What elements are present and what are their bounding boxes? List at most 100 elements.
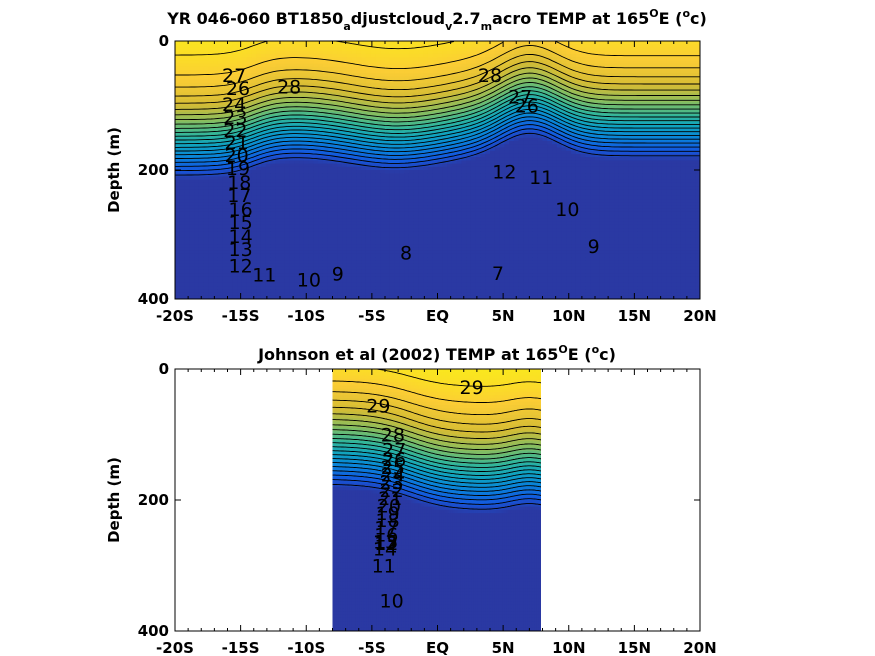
temperature-cell	[375, 170, 381, 174]
temperature-cell	[456, 102, 462, 107]
temperature-cell	[313, 257, 319, 261]
temperature-cell	[275, 173, 281, 178]
temperature-cell	[299, 253, 305, 258]
temperature-cell	[427, 228, 434, 232]
temperature-cell	[198, 73, 205, 78]
temperature-cell	[451, 228, 458, 232]
temperature-cell	[237, 134, 243, 139]
temperature-cell	[256, 79, 262, 84]
temperature-cell	[375, 208, 381, 213]
temperature-cell	[337, 253, 343, 258]
temperature-cell	[380, 295, 386, 299]
temperature-cell	[237, 269, 243, 274]
temperature-cell	[284, 286, 291, 290]
temperature-cell	[294, 208, 300, 213]
temperature-cell	[179, 211, 186, 216]
temperature-cell	[356, 63, 362, 68]
temperature-cell	[289, 276, 295, 281]
temperature-cell	[351, 186, 357, 190]
temperature-cell	[466, 53, 472, 58]
temperature-cell	[246, 182, 252, 187]
temperature-cell	[251, 47, 257, 52]
temperature-cell	[270, 105, 276, 110]
temperature-cell	[466, 247, 472, 252]
temperature-cell	[175, 47, 181, 52]
temperature-cell	[351, 176, 357, 181]
temperature-cell	[375, 108, 381, 113]
temperature-field-top	[175, 41, 700, 299]
temperature-cell	[337, 276, 343, 281]
temperature-cell	[394, 273, 400, 278]
temperature-cell	[203, 86, 210, 90]
temperature-cell	[213, 282, 219, 287]
temperature-cell	[356, 134, 362, 139]
temperature-cell	[380, 276, 386, 281]
temperature-cell	[342, 250, 348, 255]
temperature-cell	[175, 63, 181, 68]
temperature-cell	[346, 269, 353, 274]
temperature-cell	[175, 182, 181, 187]
temperature-cell	[356, 221, 362, 226]
temperature-cell	[198, 102, 205, 107]
temperature-cell	[351, 166, 357, 171]
temperature-cell	[217, 157, 224, 161]
temperature-cell	[404, 228, 410, 232]
temperature-cell	[380, 166, 386, 171]
temperature-cell	[385, 170, 391, 174]
temperature-cell	[466, 289, 472, 294]
temperature-cell	[308, 63, 315, 68]
temperature-cell	[227, 218, 233, 223]
temperature-cell	[213, 66, 219, 71]
temperature-cell	[466, 215, 472, 219]
temperature-cell	[280, 253, 286, 258]
temperature-cell	[351, 273, 357, 278]
temperature-cell	[303, 237, 310, 242]
temperature-cell	[451, 269, 458, 274]
temperature-cell	[294, 163, 300, 168]
temperature-cell	[399, 244, 405, 248]
temperature-cell	[394, 63, 400, 68]
temperature-cell	[256, 50, 262, 55]
temperature-cell	[332, 279, 338, 284]
temperature-cell	[375, 192, 381, 197]
temperature-cell	[280, 57, 286, 61]
temperature-cell	[284, 99, 291, 103]
temperature-cell	[356, 276, 362, 281]
temperature-cell	[332, 163, 338, 168]
temperature-cell	[370, 111, 377, 116]
temperature-cell	[456, 211, 462, 216]
temperature-cell	[194, 153, 200, 158]
temperature-cell	[432, 208, 439, 213]
temperature-cell	[237, 99, 243, 103]
temperature-cell	[437, 63, 443, 68]
temperature-cell	[265, 163, 272, 168]
temperature-cell	[275, 95, 281, 100]
temperature-cell	[241, 131, 248, 136]
temperature-cell	[394, 79, 400, 84]
temperature-cell	[432, 163, 439, 168]
temperature-cell	[423, 289, 429, 294]
temperature-cell	[256, 170, 262, 174]
temperature-cell	[260, 199, 267, 203]
temperature-cell	[265, 41, 272, 45]
temperature-cell	[380, 195, 386, 200]
temperature-cell	[427, 257, 434, 261]
temperature-cell	[346, 44, 353, 49]
temperature-cell	[260, 244, 267, 248]
temperature-cell	[380, 60, 386, 65]
temperature-cell	[437, 70, 443, 74]
temperature-cell	[365, 160, 372, 165]
temperature-cell	[432, 124, 439, 129]
temperature-cell	[246, 92, 252, 97]
temperature-cell	[289, 111, 295, 116]
temperature-cell	[470, 89, 477, 94]
temperature-cell	[442, 240, 448, 245]
temperature-cell	[313, 260, 319, 265]
temperature-cell	[423, 260, 429, 265]
temperature-cell	[456, 66, 462, 71]
temperature-cell	[332, 124, 338, 129]
temperature-cell	[365, 189, 372, 194]
temperature-cell	[299, 292, 305, 297]
temperature-cell	[318, 160, 324, 165]
temperature-cell	[322, 276, 329, 281]
